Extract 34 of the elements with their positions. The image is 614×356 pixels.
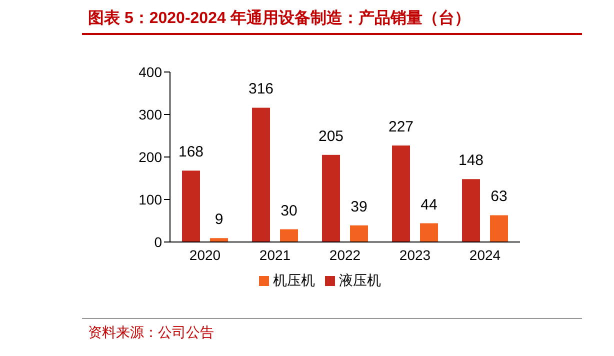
bar (490, 215, 508, 242)
data-label: 148 (458, 152, 484, 170)
x-tick-label: 2024 (469, 246, 501, 263)
bar (462, 179, 480, 242)
bar (392, 146, 410, 242)
bar (322, 154, 340, 242)
data-label: 63 (490, 188, 508, 206)
legend-label: 机压机 (273, 272, 315, 288)
chart-title: 图表 5：2020-2024 年通用设备制造：产品销量（台） (88, 8, 470, 29)
data-label: 168 (178, 144, 204, 161)
data-label: 227 (388, 118, 414, 136)
bar (182, 170, 200, 242)
data-label: 316 (248, 80, 274, 98)
bar (350, 225, 368, 242)
x-tick-label: 2020 (189, 246, 221, 263)
data-label: 39 (350, 198, 368, 216)
bar (210, 238, 228, 242)
bar (252, 108, 270, 242)
data-label: 205 (318, 128, 344, 145)
bar (280, 229, 298, 242)
legend-label: 液压机 (339, 272, 381, 288)
y-tick-label: 400 (138, 64, 162, 80)
x-tick-label: 2022 (329, 246, 361, 263)
y-tick-label: 0 (154, 234, 162, 250)
y-tick-label: 200 (138, 148, 162, 165)
data-label: 44 (420, 196, 438, 214)
data-label: 9 (214, 211, 224, 228)
y-tick-label: 300 (138, 106, 162, 122)
data-label: 30 (280, 202, 298, 220)
x-tick-label: 2023 (399, 246, 431, 263)
text: 资料来源：公司公告 (88, 324, 214, 342)
bar (420, 223, 438, 242)
y-tick-label: 100 (138, 191, 162, 208)
x-tick-label: 2021 (259, 246, 291, 263)
